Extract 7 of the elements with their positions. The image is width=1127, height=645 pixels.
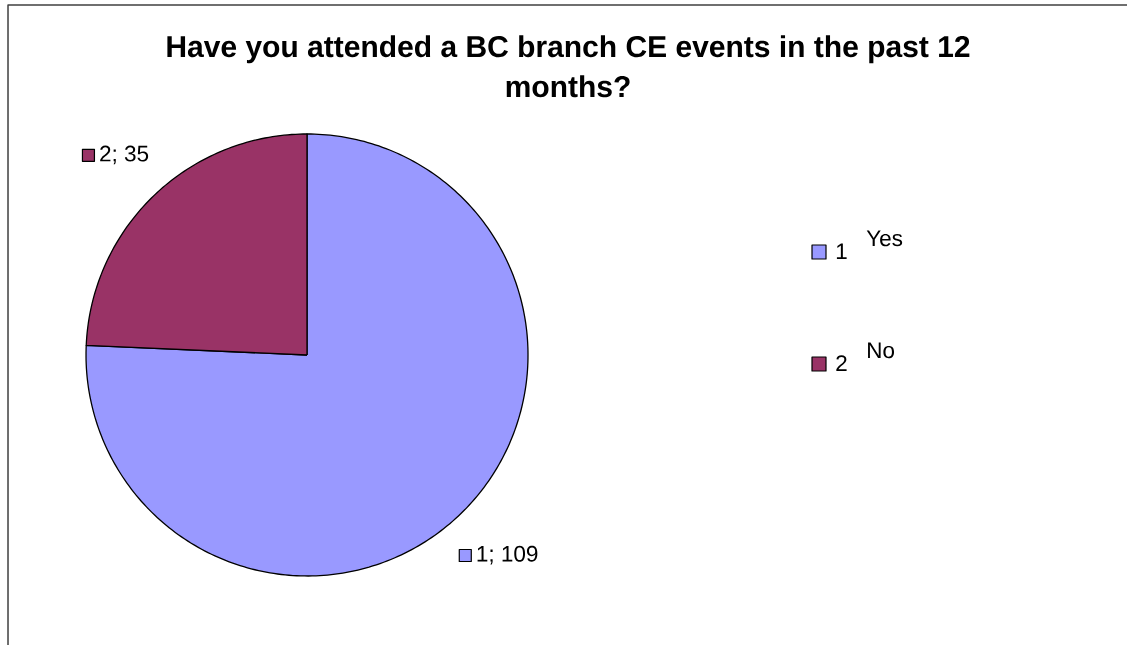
text: Yes: [866, 230, 903, 247]
legend-label: 2: [836, 355, 847, 371]
chart-title: Have you attended a BC branch CE events in the past 12 months?: [167, 35, 970, 98]
text: No: [868, 342, 895, 359]
legend-label: 1: [836, 243, 847, 259]
data-label: 2; 35: [100, 145, 149, 165]
data-label: 1; 109: [477, 545, 538, 565]
